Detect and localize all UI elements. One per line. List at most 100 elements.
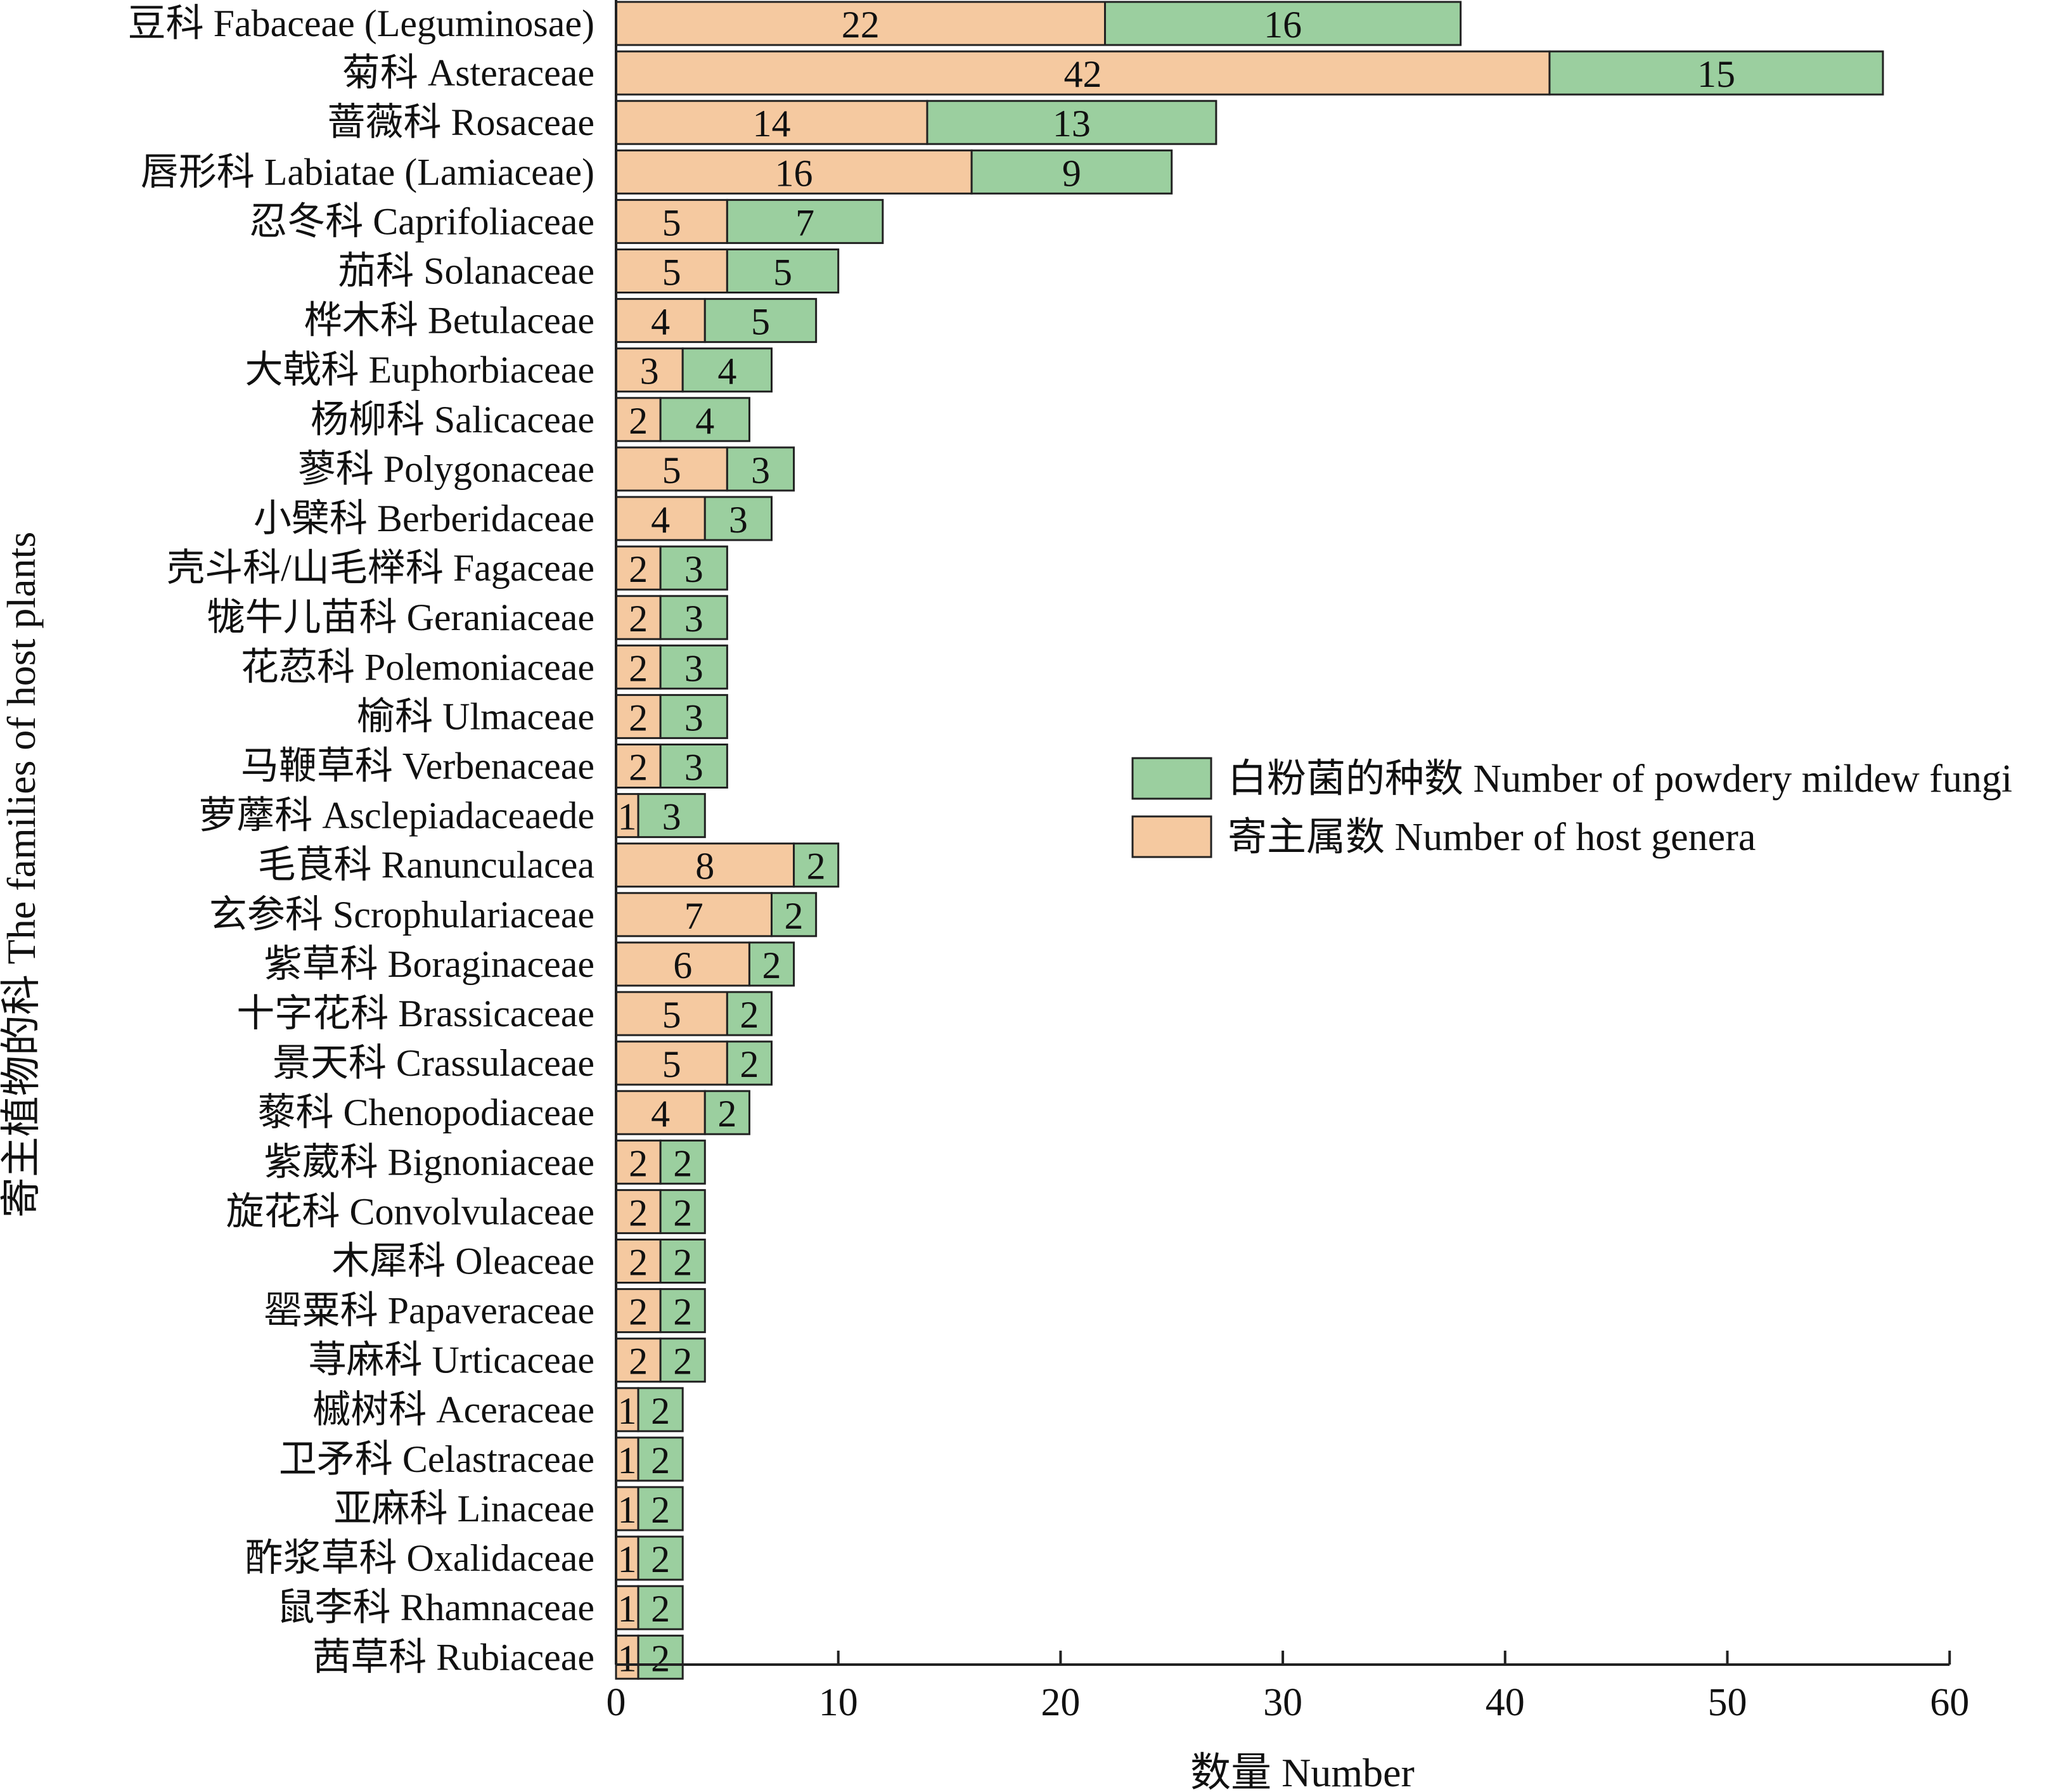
bar-fungi-species bbox=[637, 1486, 684, 1531]
bar-label-host-genera: 2 bbox=[629, 598, 648, 640]
bar-label-host-genera: 1 bbox=[618, 1390, 637, 1432]
x-tick-label: 50 bbox=[1708, 1681, 1747, 1724]
bar-label-host-genera: 6 bbox=[673, 944, 692, 986]
bar-label-host-genera: 5 bbox=[662, 202, 681, 243]
bar-fungi-species bbox=[703, 496, 773, 541]
bar-label-host-genera: 8 bbox=[695, 846, 714, 887]
bar-label-host-genera: 5 bbox=[662, 252, 681, 293]
category-label: 紫草科 Boraginaceae bbox=[264, 943, 594, 985]
category-label: 紫葳科 Bignoniaceae bbox=[264, 1141, 594, 1183]
bar-fungi-species bbox=[659, 744, 728, 789]
bar-fungi-species bbox=[726, 991, 773, 1036]
bar-label-fungi-species: 3 bbox=[729, 499, 748, 541]
bar-fungi-species bbox=[681, 347, 773, 393]
category-label: 豆科 Fabaceae (Leguminosae) bbox=[128, 3, 594, 44]
bar-fungi-species bbox=[970, 149, 1173, 195]
bar-fungi-species bbox=[703, 1090, 750, 1135]
category-label: 桦木科 Betulaceae bbox=[304, 300, 594, 342]
bar-fungi-species bbox=[659, 595, 728, 640]
bar-fungi-species bbox=[1548, 50, 1884, 96]
bar-label-fungi-species: 15 bbox=[1697, 53, 1735, 95]
bar-label-fungi-species: 3 bbox=[662, 796, 681, 838]
bar-fungi-species bbox=[659, 1288, 706, 1334]
category-label: 景天科 Crassulaceae bbox=[273, 1042, 594, 1084]
bar-label-host-genera: 2 bbox=[629, 747, 648, 789]
bar-label-fungi-species: 7 bbox=[795, 202, 814, 243]
category-label: 十字花科 Brassicaceae bbox=[236, 993, 594, 1035]
bar-label-host-genera: 14 bbox=[752, 103, 790, 145]
bar-label-host-genera: 1 bbox=[618, 1489, 637, 1531]
bars-layer bbox=[615, 1, 1884, 1680]
bar-fungi-species bbox=[726, 198, 884, 244]
bar-fungi-species bbox=[926, 100, 1217, 145]
bar-label-host-genera: 2 bbox=[629, 548, 648, 590]
bar-label-host-genera: 2 bbox=[629, 1291, 648, 1333]
category-label: 花荵科 Polemoniaceae bbox=[241, 646, 594, 688]
bar-label-host-genera: 42 bbox=[1063, 53, 1101, 95]
bar-fungi-species bbox=[637, 1634, 684, 1680]
category-label: 茜草科 Rubiaceae bbox=[312, 1636, 594, 1678]
bar-label-fungi-species: 2 bbox=[651, 1390, 670, 1432]
bar-label-fungi-species: 9 bbox=[1062, 152, 1081, 194]
bar-host-genera bbox=[615, 50, 1551, 96]
bar-label-fungi-species: 2 bbox=[762, 944, 781, 986]
category-label: 茄科 Solanaceae bbox=[338, 250, 594, 292]
bar-label-fungi-species: 2 bbox=[673, 1291, 692, 1333]
bar-label-fungi-species: 2 bbox=[651, 1637, 670, 1679]
bar-host-genera bbox=[615, 693, 662, 739]
bar-label-host-genera: 1 bbox=[618, 1637, 637, 1679]
category-label: 酢浆草科 Oxalidaceae bbox=[245, 1537, 594, 1579]
bar-fungi-species bbox=[659, 644, 728, 690]
legend-label-genera: 寄主属数 Number of host genera bbox=[1228, 816, 1756, 859]
bar-label-host-genera: 4 bbox=[651, 301, 670, 343]
bar-label-host-genera: 1 bbox=[618, 1588, 637, 1630]
category-label: 杨柳科 Salicaceae bbox=[311, 399, 594, 441]
category-label: 牻牛儿苗科 Geraniaceae bbox=[207, 596, 594, 638]
bar-label-host-genera: 2 bbox=[629, 1242, 648, 1284]
x-tick-label: 60 bbox=[1930, 1681, 1969, 1724]
bar-host-genera bbox=[615, 1486, 639, 1531]
legend: 白粉菌的种数 Number of powdery mildew fungi 寄主… bbox=[1131, 757, 2012, 859]
bar-host-genera bbox=[615, 1189, 662, 1234]
bar-fungi-species bbox=[659, 397, 750, 442]
bar-fungi-species bbox=[637, 793, 706, 839]
bar-label-host-genera: 2 bbox=[629, 400, 648, 442]
bar-label-fungi-species: 3 bbox=[684, 548, 703, 590]
category-label: 蓼科 Polygonaceae bbox=[298, 448, 594, 490]
bar-fungi-species bbox=[659, 545, 728, 591]
bar-fungi-species bbox=[637, 1387, 684, 1433]
category-label: 菊科 Asteraceae bbox=[342, 52, 594, 94]
category-label: 蔷薇科 Rosaceae bbox=[327, 101, 594, 143]
bar-host-genera bbox=[615, 1239, 662, 1284]
bar-fungi-species bbox=[726, 446, 795, 492]
bar-fungi-species bbox=[726, 1040, 773, 1086]
bar-host-genera bbox=[615, 1, 1107, 46]
category-label: 忍冬科 Caprifoliaceae bbox=[249, 200, 594, 242]
category-label: 荨麻科 Urticaceae bbox=[309, 1339, 594, 1381]
x-tick-label: 10 bbox=[819, 1681, 858, 1724]
category-label: 旋花科 Convolvulaceae bbox=[226, 1190, 594, 1232]
bar-label-host-genera: 22 bbox=[842, 4, 880, 46]
category-labels: 豆科 Fabaceae (Leguminosae) 菊科 Asteraceae 蔷薇… bbox=[128, 3, 594, 1678]
bar-label-host-genera: 2 bbox=[629, 697, 648, 738]
bar-label-fungi-species: 2 bbox=[807, 846, 826, 887]
bar-label-fungi-species: 2 bbox=[651, 1489, 670, 1531]
bar-label-host-genera: 16 bbox=[775, 152, 813, 194]
bar-label-fungi-species: 2 bbox=[651, 1538, 670, 1580]
bar-label-fungi-species: 3 bbox=[684, 598, 703, 640]
bar-label-host-genera: 5 bbox=[662, 994, 681, 1036]
bar-host-genera bbox=[615, 991, 728, 1036]
bar-fungi-species bbox=[637, 1585, 684, 1630]
bar-label-host-genera: 1 bbox=[618, 1440, 637, 1481]
bar-fungi-species bbox=[659, 1338, 706, 1383]
bar-label-fungi-species: 2 bbox=[673, 1341, 692, 1383]
bar-fungi-species bbox=[748, 941, 795, 987]
bar-fungi-species bbox=[659, 693, 728, 739]
bar-fungi-species bbox=[793, 842, 840, 888]
bar-fungi-species bbox=[703, 298, 818, 344]
legend-swatch-genera bbox=[1131, 815, 1212, 858]
bar-label-fungi-species: 3 bbox=[684, 697, 703, 738]
bar-label-fungi-species: 2 bbox=[673, 1142, 692, 1184]
